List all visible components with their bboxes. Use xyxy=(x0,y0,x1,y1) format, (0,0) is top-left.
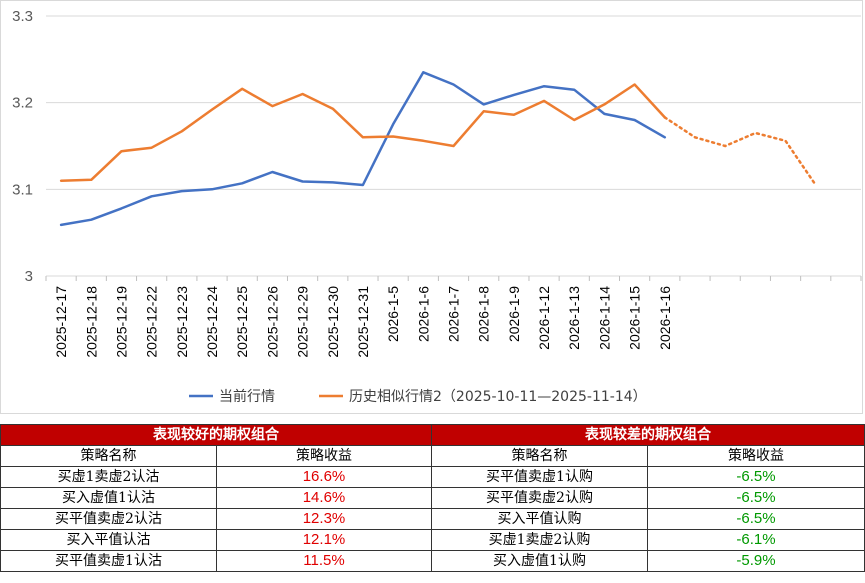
x-tick-label: 2026-1-16 xyxy=(657,286,673,350)
strategy-name: 买入平值认沽 xyxy=(0,529,217,551)
table-row: 买入平值认购 -6.5% xyxy=(431,508,865,530)
good-col-value-header: 策略收益 xyxy=(216,445,432,467)
series-line-dashed-1 xyxy=(663,116,817,187)
strategy-return: 12.1% xyxy=(216,529,432,551)
x-tick-label: 2025-12-25 xyxy=(234,286,250,358)
x-tick-label: 2026-1-14 xyxy=(596,286,612,350)
x-tick-label: 2026-1-9 xyxy=(506,286,522,342)
table-row: 买平值卖虚1认沽 11.5% xyxy=(0,550,432,572)
option-tables: 表现较好的期权组合 策略名称 策略收益 买虚1卖虚2认沽 16.6% 买入虚值1认… xyxy=(0,424,865,583)
x-tick-label: 2025-12-23 xyxy=(174,286,190,358)
table-row: 买平值卖虚2认沽 12.3% xyxy=(0,508,432,530)
strategy-name: 买入平值认购 xyxy=(431,508,648,530)
strategy-return: -6.5% xyxy=(647,487,865,509)
table-row: 买入虚值1认沽 14.6% xyxy=(0,487,432,509)
bad-col-value-header: 策略收益 xyxy=(647,445,865,467)
series-line-1 xyxy=(59,83,667,182)
x-tick-label: 2026-1-6 xyxy=(415,286,431,342)
strategy-return: -6.5% xyxy=(647,466,865,488)
x-tick-label: 2025-12-31 xyxy=(355,286,371,358)
x-tick-label: 2026-1-5 xyxy=(385,286,401,342)
x-tick-label: 2025-12-30 xyxy=(325,286,341,358)
y-tick-label: 3 xyxy=(25,268,33,285)
strategy-return: 12.3% xyxy=(216,508,432,530)
bad-combos-table: 表现较差的期权组合 策略名称 策略收益 买平值卖虚1认购 -6.5% 买平值卖虚2… xyxy=(431,424,865,572)
good-col-name-header: 策略名称 xyxy=(0,445,217,467)
x-tick-label: 2025-12-22 xyxy=(144,286,160,358)
x-tick-label: 2025-12-17 xyxy=(53,286,69,358)
bad-col-name-header: 策略名称 xyxy=(431,445,648,467)
table-row: 买平值卖虚1认购 -6.5% xyxy=(431,466,865,488)
table-row: 买平值卖虚2认购 -6.5% xyxy=(431,487,865,509)
strategy-return: 14.6% xyxy=(216,487,432,509)
table-row: 买虚1卖虚2认沽 16.6% xyxy=(0,466,432,488)
x-tick-label: 2026-1-7 xyxy=(446,286,462,342)
chart-area: 3 3.1 3.2 3.3 2025-12-17 2025-12-18 2025-12-19… xyxy=(0,0,863,414)
x-tick-label: 2026-1-13 xyxy=(566,286,582,350)
strategy-name: 买入虚值1认沽 xyxy=(0,487,217,509)
legend-label-0: 当前行情 xyxy=(219,388,275,405)
strategy-name: 买平值卖虚1认购 xyxy=(431,466,648,488)
strategy-return: -6.5% xyxy=(647,508,865,530)
x-tick-label: 2025-12-24 xyxy=(204,286,220,358)
table-row: 买入虚值1认购 -5.9% xyxy=(431,550,865,572)
strategy-name: 买入虚值1认购 xyxy=(431,550,648,572)
x-tick-label: 2026-1-15 xyxy=(627,286,643,350)
x-tick-label: 2025-12-29 xyxy=(295,286,311,358)
table-row: 买虚1卖虚2认购 -6.1% xyxy=(431,529,865,551)
line-chart: 3 3.1 3.2 3.3 2025-12-17 2025-12-18 2025-12-19… xyxy=(12,8,862,405)
strategy-name: 买平值卖虚1认沽 xyxy=(0,550,217,572)
x-tick-label: 2025-12-18 xyxy=(83,286,99,358)
bad-table-title: 表现较差的期权组合 xyxy=(431,424,865,446)
series-line-0 xyxy=(59,71,667,227)
strategy-name: 买虚1卖虚2认购 xyxy=(431,529,648,551)
strategy-name: 买平值卖虚2认沽 xyxy=(0,508,217,530)
strategy-return: 16.6% xyxy=(216,466,432,488)
strategy-name: 买平值卖虚2认购 xyxy=(431,487,648,509)
good-table-title: 表现较好的期权组合 xyxy=(0,424,432,446)
legend-label-1: 历史相似行情2（2025-10-11—2025-11-14） xyxy=(349,389,647,405)
strategy-return: 11.5% xyxy=(216,550,432,572)
strategy-return: -5.9% xyxy=(647,550,865,572)
strategy-name: 买虚1卖虚2认沽 xyxy=(0,466,217,488)
x-tick-label: 2025-12-19 xyxy=(113,286,129,358)
x-tick-label: 2026-1-8 xyxy=(476,286,492,342)
y-tick-label: 3.3 xyxy=(12,8,33,25)
good-combos-table: 表现较好的期权组合 策略名称 策略收益 买虚1卖虚2认沽 16.6% 买入虚值1认… xyxy=(0,424,432,572)
y-tick-label: 3.1 xyxy=(12,181,33,198)
x-tick-label: 2026-1-12 xyxy=(536,286,552,350)
x-tick-label: 2025-12-26 xyxy=(264,286,280,358)
y-tick-label: 3.2 xyxy=(12,95,33,112)
strategy-return: -6.1% xyxy=(647,529,865,551)
table-row: 买入平值认沽 12.1% xyxy=(0,529,432,551)
